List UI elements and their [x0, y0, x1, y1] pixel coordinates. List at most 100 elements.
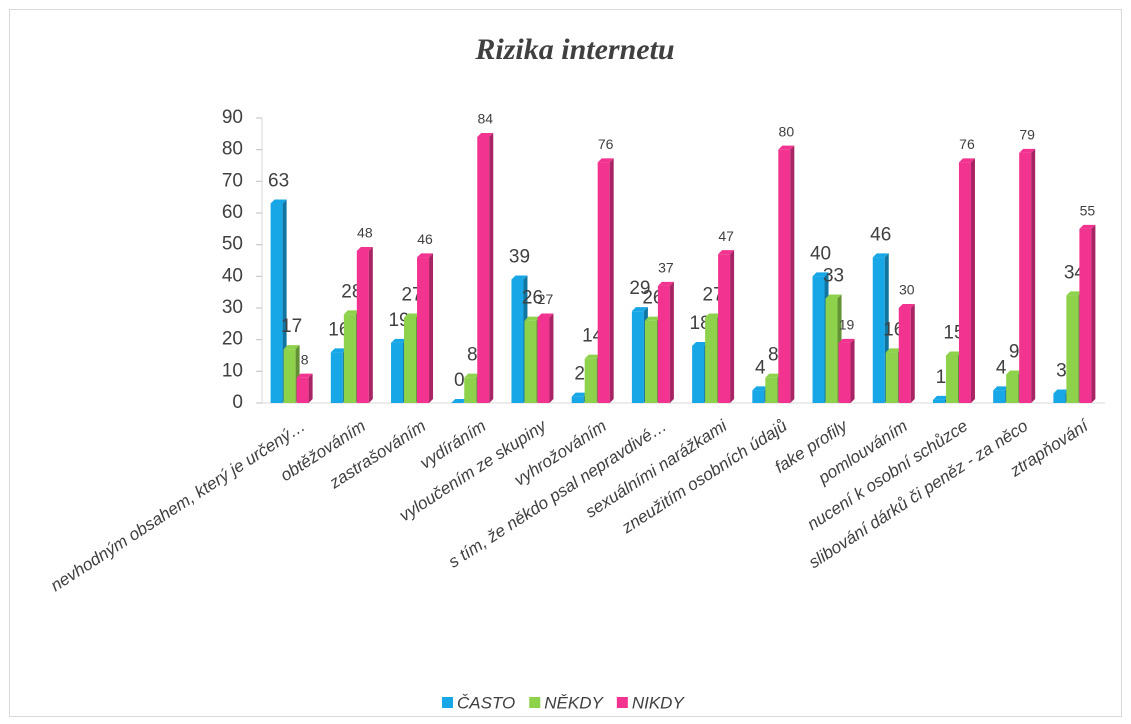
data-label: 48	[357, 225, 373, 241]
bar-top	[958, 158, 975, 163]
bar-top	[644, 316, 661, 321]
bar-front	[631, 311, 644, 403]
y-tick-label: 20	[222, 329, 243, 350]
legend-swatch	[442, 697, 453, 708]
bar	[898, 304, 915, 403]
bar-front	[765, 377, 778, 403]
bar-front	[584, 358, 597, 403]
bar	[296, 373, 313, 403]
bar-front	[932, 399, 945, 403]
bar-top	[270, 199, 287, 204]
data-label: 8	[467, 345, 478, 366]
bar	[778, 145, 795, 403]
y-tick-label: 10	[222, 360, 243, 381]
bar-front	[752, 390, 765, 403]
bar-top	[1079, 224, 1096, 229]
data-label: 0	[454, 370, 465, 391]
data-label: 19	[839, 317, 855, 333]
bar	[417, 253, 434, 403]
bar	[451, 399, 468, 403]
bar-side	[970, 158, 975, 403]
chart-title: Rizika internetu	[474, 33, 674, 66]
data-label: 46	[417, 231, 433, 247]
bar-top	[343, 310, 360, 315]
bar-front	[330, 352, 343, 403]
bar-front	[597, 162, 610, 403]
bar-top	[1006, 370, 1023, 375]
y-tick-label: 60	[222, 202, 243, 223]
bar-top	[631, 307, 648, 312]
legend-label: NĚKDY	[544, 693, 604, 712]
bar-top	[356, 247, 373, 251]
bar	[838, 338, 855, 403]
legend-swatch	[529, 697, 541, 708]
bar-front	[812, 276, 825, 403]
y-tick-label: 80	[222, 139, 243, 160]
data-label: 4	[996, 357, 1007, 378]
bar-side	[910, 304, 915, 403]
bar-top	[283, 345, 300, 350]
bar-front	[283, 349, 296, 403]
bar-front	[718, 254, 731, 403]
bar	[1019, 148, 1036, 403]
data-label: 47	[718, 228, 734, 244]
bar-top	[692, 342, 709, 346]
bar-top	[838, 338, 855, 343]
data-label: 3	[1056, 361, 1067, 382]
bar-front	[898, 308, 911, 403]
bar-side	[850, 338, 855, 403]
bar-top	[571, 392, 588, 397]
bar-front	[270, 203, 283, 403]
bar-top	[718, 250, 735, 255]
data-label: 8	[768, 345, 779, 366]
data-label: 2	[574, 364, 585, 385]
bar-front	[296, 377, 309, 403]
bar-top	[993, 386, 1010, 391]
bar	[597, 158, 614, 403]
bar-front	[1079, 228, 1092, 403]
bar-front	[705, 317, 718, 403]
bar-front	[391, 342, 404, 403]
bar-side	[489, 133, 494, 403]
legend-label: ČASTO	[457, 693, 515, 712]
bar-top	[705, 313, 722, 318]
bar-front	[511, 279, 524, 403]
bar-top	[657, 281, 674, 286]
bar-front	[993, 390, 1006, 403]
bar-top	[597, 158, 614, 163]
data-label: 30	[899, 282, 915, 298]
bar-front	[1006, 374, 1019, 403]
bar-top	[417, 253, 434, 258]
bar-top	[451, 399, 468, 403]
y-tick-label: 30	[222, 297, 243, 318]
bar-top	[330, 348, 347, 353]
bar-front	[1066, 295, 1079, 403]
data-label: 80	[779, 123, 795, 139]
bar-top	[464, 373, 481, 378]
bar-front	[644, 320, 657, 403]
bar	[537, 313, 554, 403]
bar-top	[477, 133, 494, 137]
bar-side	[1031, 148, 1036, 403]
bar-top	[511, 275, 528, 280]
data-label: 76	[598, 136, 614, 152]
y-tick-label: 90	[222, 107, 243, 128]
bar-top	[825, 294, 842, 299]
bar-side	[730, 250, 735, 403]
data-label: 8	[301, 351, 309, 367]
bar-front	[778, 149, 791, 403]
bar-side	[669, 281, 674, 403]
bar-top	[296, 373, 313, 378]
y-tick-label: 70	[222, 170, 243, 191]
data-label: 17	[281, 316, 302, 337]
bar-top	[812, 272, 829, 277]
bar-top	[932, 395, 949, 400]
bar-front	[524, 320, 537, 403]
data-label: 29	[629, 278, 650, 299]
bar-front	[1019, 152, 1032, 403]
bar	[657, 281, 674, 403]
bar-top	[1019, 148, 1036, 153]
bar-top	[524, 316, 541, 321]
bar-top	[945, 351, 962, 356]
